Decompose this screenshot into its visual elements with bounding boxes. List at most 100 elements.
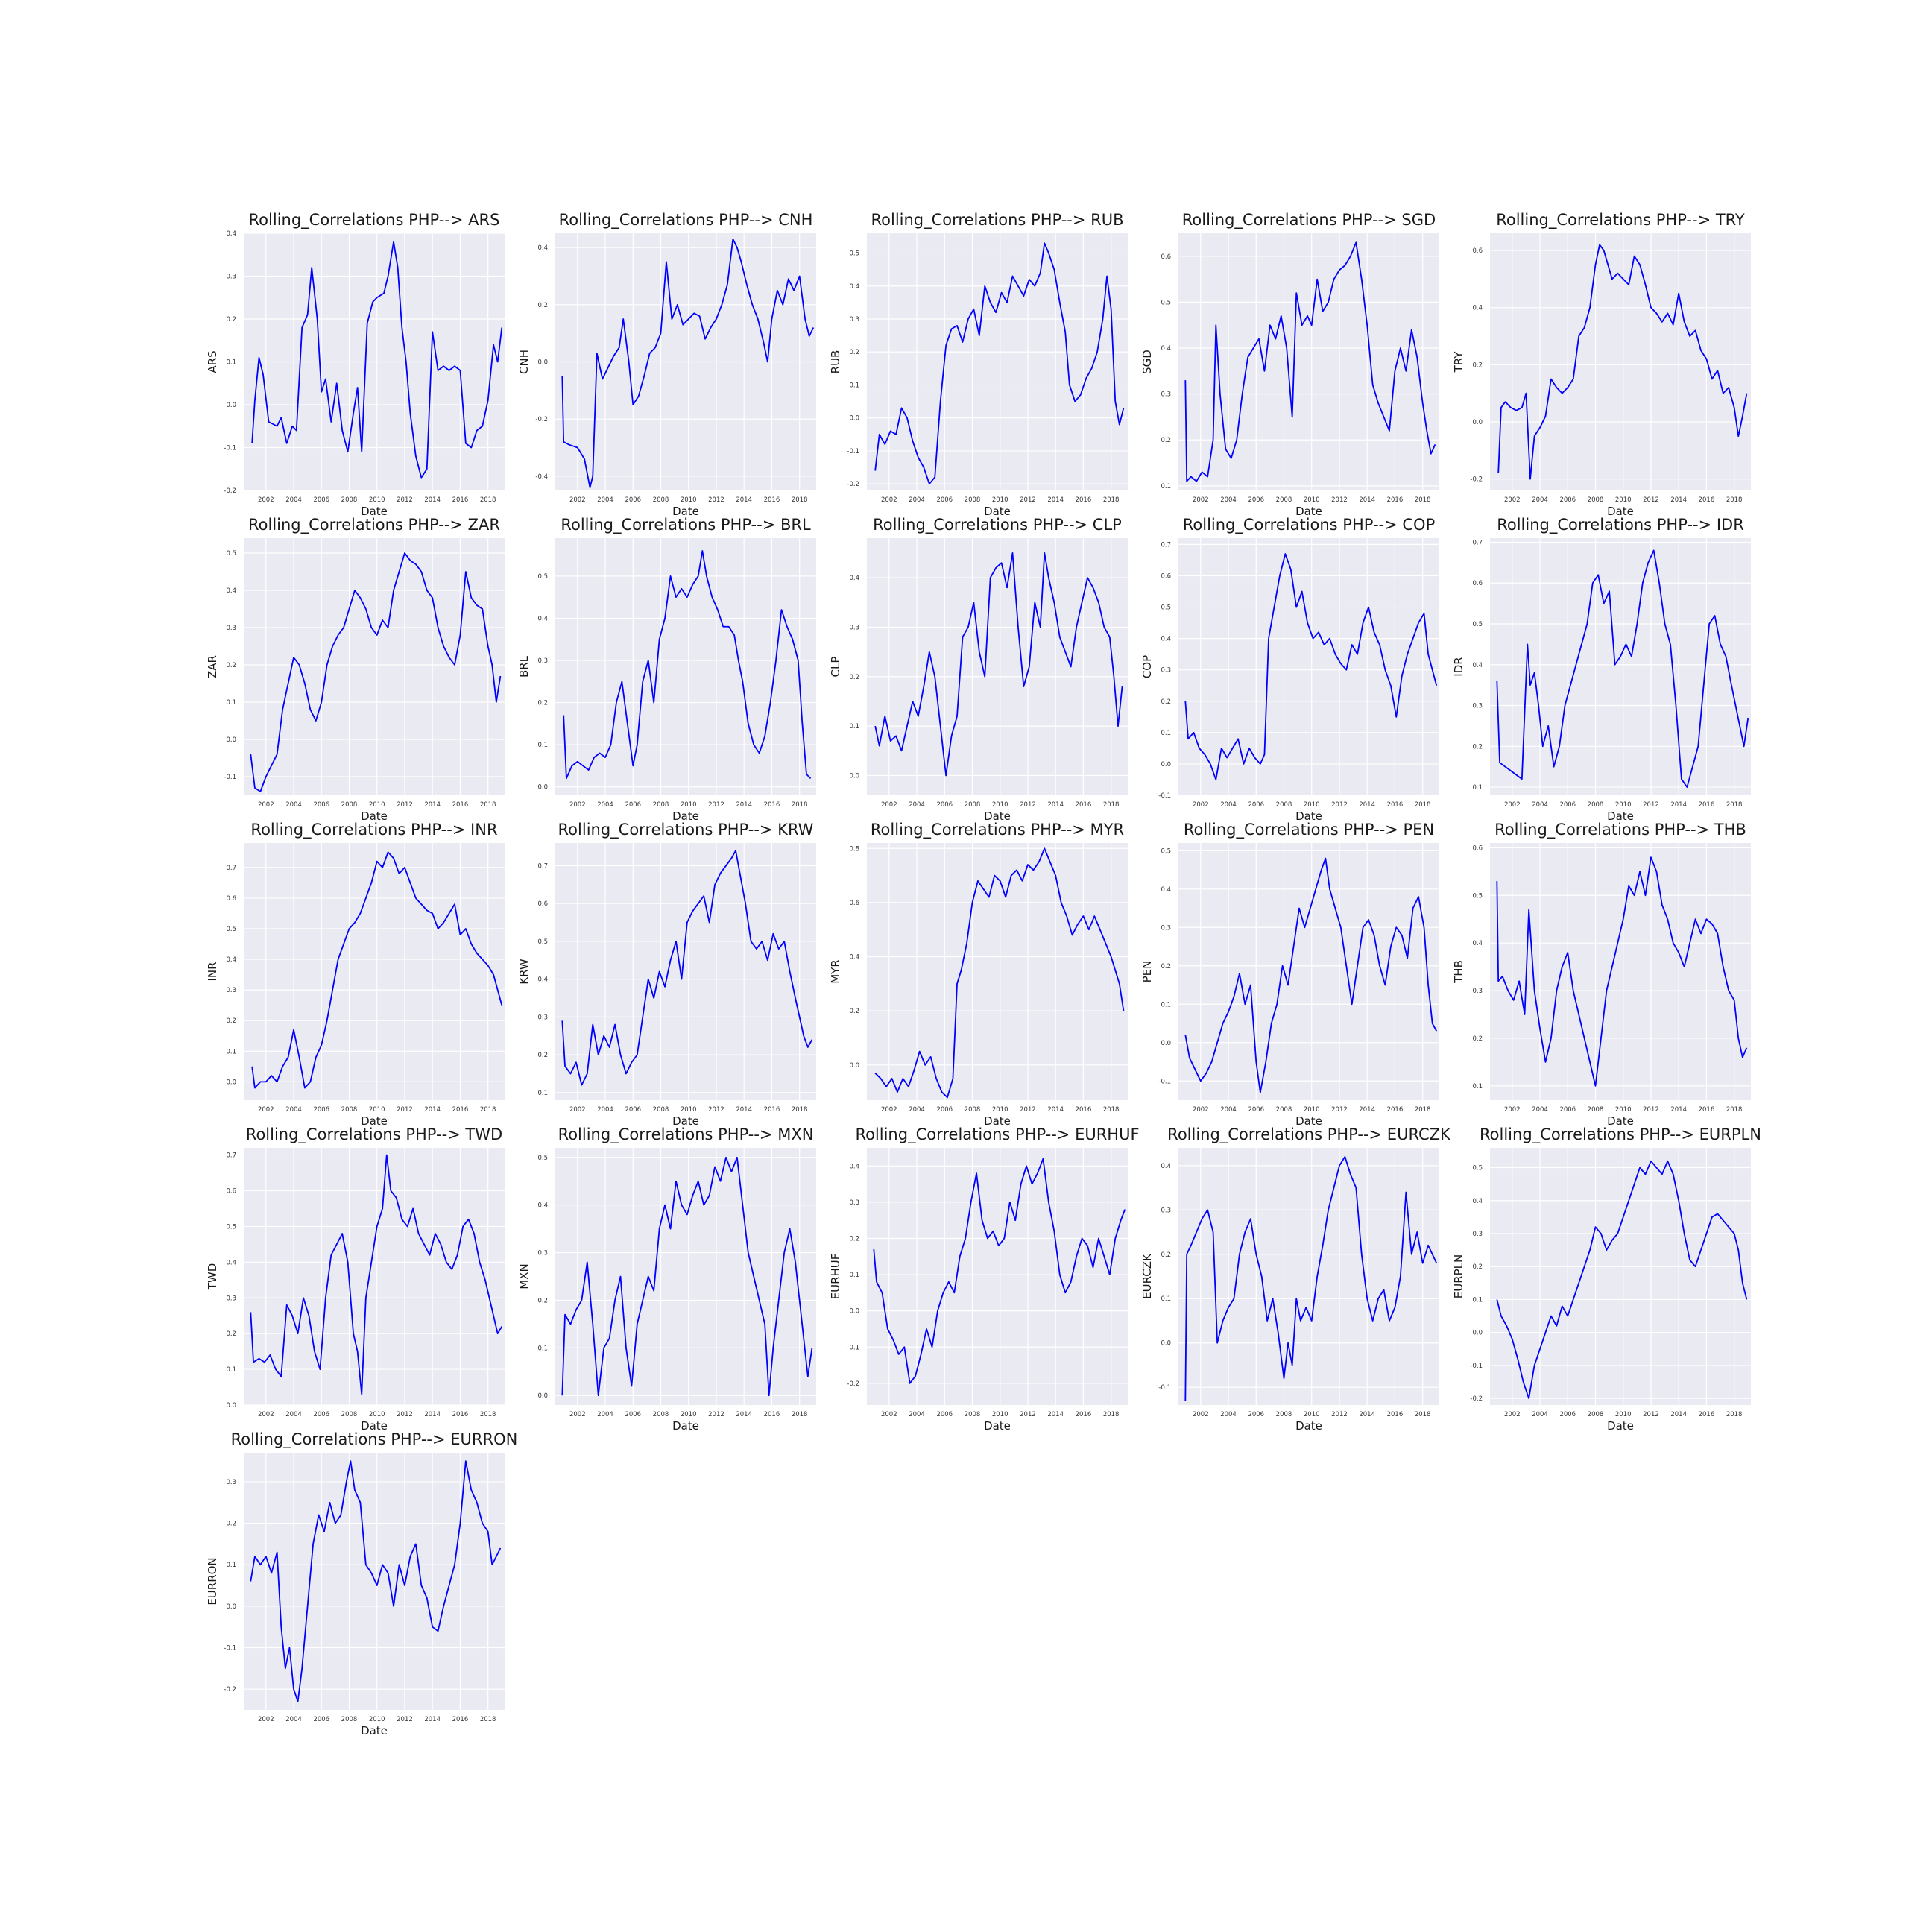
x-tick-label: 2010: [681, 1106, 697, 1114]
x-tick-label: 2008: [965, 496, 981, 504]
y-tick-label: 0.1: [537, 742, 548, 749]
y-tick-label: 0.3: [226, 625, 236, 632]
y-tick-label: -0.1: [1158, 1384, 1171, 1392]
subplot-try: -0.2 0.0 0.2 0.4 0.6 2002 2004 2006 2008 2010 2012…: [1452, 211, 1751, 518]
subplot-ars: -0.2 -0.1 0.0 0.1 0.2 0.3 0.4 2002 2004 2006 2008 2…: [206, 211, 505, 518]
x-tick-label: 2012: [1331, 1411, 1348, 1418]
x-tick-label: 2004: [597, 1411, 613, 1418]
x-tick-label: 2010: [681, 801, 697, 809]
x-tick-label: 2010: [369, 496, 385, 504]
x-tick-label: 2012: [1643, 496, 1659, 504]
y-tick-label: 0.4: [849, 283, 859, 291]
x-tick-label: 2018: [1726, 1411, 1743, 1418]
subplot-eurczk: -0.1 0.0 0.1 0.2 0.3 0.4 2002 2004 2006 2008 2010 2…: [1140, 1126, 1451, 1433]
plot-area: [867, 233, 1128, 490]
x-tick-label: 2006: [1559, 1106, 1576, 1114]
y-tick-label: 0.6: [1472, 247, 1483, 255]
x-tick-label: 2008: [653, 496, 669, 504]
x-tick-label: 2016: [452, 1411, 469, 1418]
y-tick-label: 0.2: [537, 700, 548, 707]
y-axis-label: EURRON: [206, 1557, 219, 1605]
y-tick-label: 0.4: [1472, 662, 1483, 669]
plot-area: [555, 1148, 816, 1405]
y-tick-label: 0.0: [849, 1062, 859, 1070]
y-tick-label: 0.2: [1161, 437, 1171, 444]
series-line: [561, 238, 815, 489]
x-tick-label: 2002: [1504, 801, 1521, 809]
y-tick-label: 0.2: [1161, 963, 1171, 970]
x-tick-label: 2008: [653, 801, 669, 809]
subplot-pen: -0.1 0.0 0.1 0.2 0.3 0.4 0.5 2002 2004 2006 2008 20…: [1140, 821, 1439, 1128]
plot-area: [244, 843, 505, 1100]
y-tick-label: 0.3: [849, 316, 859, 323]
subplot-mxn: 0.0 0.1 0.2 0.3 0.4 0.5 2002 2004 2006 2008 2010 20…: [517, 1126, 816, 1433]
x-tick-label: 2014: [736, 801, 752, 809]
x-tick-label: 2018: [792, 1411, 808, 1418]
y-axis-label: COP: [1140, 655, 1154, 678]
x-axis-label: Date: [1607, 505, 1634, 518]
plot-area: [1490, 538, 1751, 795]
y-axis-label: ZAR: [206, 655, 219, 678]
x-tick-label: 2018: [480, 1411, 496, 1418]
x-tick-label: 2002: [1193, 801, 1209, 809]
x-tick-label: 2008: [965, 801, 981, 809]
x-tick-label: 2002: [881, 496, 897, 504]
y-tick-label: 0.4: [1472, 305, 1483, 312]
chart-title: Rolling_Correlations PHP--> KRW: [558, 821, 814, 839]
chart-title: Rolling_Correlations PHP--> BRL: [561, 516, 811, 534]
y-tick-label: 0.3: [226, 987, 236, 994]
y-tick-label: 0.4: [226, 230, 236, 238]
x-tick-label: 2018: [480, 1716, 496, 1723]
x-tick-label: 2008: [341, 801, 358, 809]
series-line: [874, 242, 1125, 485]
x-tick-label: 2016: [452, 1716, 469, 1723]
y-tick-label: 0.0: [849, 772, 859, 780]
series-line: [251, 241, 503, 479]
y-tick-label: 0.4: [1472, 1198, 1483, 1205]
y-tick-label: 0.0: [226, 402, 236, 409]
y-tick-label: 0.6: [537, 900, 548, 908]
y-tick-label: 0.2: [226, 662, 236, 669]
x-tick-label: 2008: [965, 1411, 981, 1418]
y-tick-label: 0.5: [1161, 847, 1171, 855]
x-tick-label: 2004: [285, 496, 302, 504]
y-tick-label: 0.3: [1161, 1207, 1171, 1214]
x-tick-label: 2006: [625, 496, 641, 504]
x-tick-label: 2018: [1415, 801, 1431, 809]
y-tick-label: 0.5: [537, 938, 548, 946]
x-tick-label: 2016: [1076, 1106, 1092, 1114]
x-tick-label: 2014: [1359, 1411, 1375, 1418]
x-tick-label: 2012: [708, 1106, 724, 1114]
x-axis-label: Date: [361, 1114, 388, 1128]
x-axis-label: Date: [672, 1114, 699, 1128]
x-tick-label: 2014: [1359, 1106, 1375, 1114]
x-tick-label: 2018: [1415, 1411, 1431, 1418]
y-tick-label: 0.2: [537, 1297, 548, 1304]
x-axis-label: Date: [1607, 1114, 1634, 1128]
y-axis-label: INR: [206, 962, 219, 981]
x-tick-label: 2002: [1504, 1106, 1521, 1114]
x-axis-label: Date: [984, 505, 1011, 518]
x-tick-label: 2004: [1220, 801, 1237, 809]
x-tick-label: 2010: [992, 496, 1008, 504]
plot-area: [867, 1148, 1128, 1405]
y-axis-label: MYR: [829, 959, 842, 984]
x-tick-label: 2010: [369, 1106, 385, 1114]
x-tick-label: 2012: [397, 1411, 413, 1418]
y-tick-label: 0.2: [1161, 1251, 1171, 1259]
x-tick-label: 2006: [1559, 801, 1576, 809]
x-tick-label: 2002: [1193, 1411, 1209, 1418]
x-tick-label: 2006: [313, 1106, 329, 1114]
y-axis-label: SGD: [1140, 350, 1154, 374]
y-axis-label: KRW: [517, 959, 531, 985]
x-tick-label: 2004: [1220, 1106, 1237, 1114]
subplot-myr: 0.0 0.2 0.4 0.6 0.8 2002 2004 2006 2008 2010 2012 2…: [829, 821, 1128, 1128]
y-tick-label: 0.3: [226, 274, 236, 281]
x-tick-label: 2002: [881, 1411, 897, 1418]
y-axis-label: TWD: [206, 1263, 219, 1291]
x-tick-label: 2014: [1670, 801, 1687, 809]
y-tick-label: 0.0: [537, 1392, 548, 1400]
x-tick-label: 2010: [1615, 801, 1632, 809]
plot-area: [1490, 1148, 1751, 1405]
series-line: [561, 850, 813, 1086]
